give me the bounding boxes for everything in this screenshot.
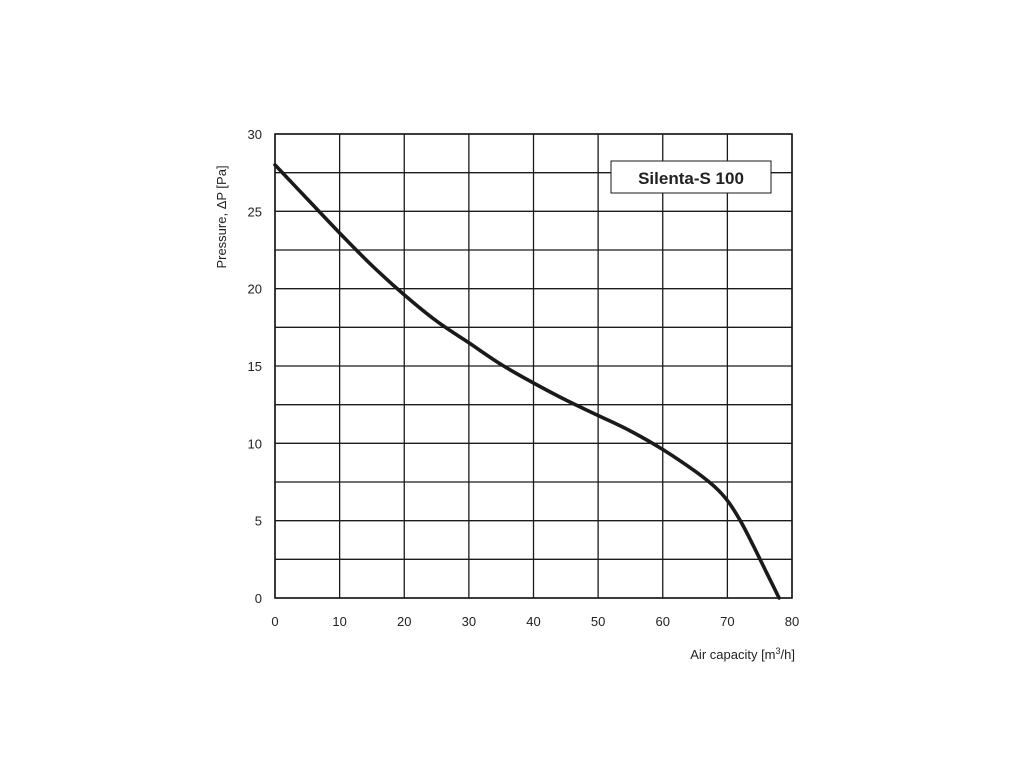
y-tick-label: 15 xyxy=(248,359,262,374)
x-axis-title: Air capacity [m3/h] xyxy=(690,646,795,662)
x-tick-label: 70 xyxy=(720,614,734,629)
plot-frame xyxy=(274,133,793,599)
x-tick-label: 40 xyxy=(526,614,540,629)
grid xyxy=(274,133,793,599)
x-axis-ticks: 0 10 20 30 40 50 60 70 80 xyxy=(271,614,799,629)
x-tick-label: 50 xyxy=(591,614,605,629)
plot-border xyxy=(274,133,793,599)
series-layer xyxy=(273,163,781,600)
x-tick-label: 0 xyxy=(271,614,278,629)
legend-label: Silenta-S 100 xyxy=(638,169,744,188)
y-tick-label: 10 xyxy=(248,436,262,451)
x-tick-label: 20 xyxy=(397,614,411,629)
x-tick-label: 10 xyxy=(332,614,346,629)
y-tick-label: 20 xyxy=(248,282,262,297)
y-tick-label: 0 xyxy=(255,591,262,606)
legend: Silenta-S 100 xyxy=(610,160,772,194)
y-tick-label: 30 xyxy=(248,127,262,142)
x-tick-label: 30 xyxy=(462,614,476,629)
x-tick-label: 80 xyxy=(785,614,799,629)
x-tick-label: 60 xyxy=(656,614,670,629)
legend-frame xyxy=(610,160,772,194)
y-tick-label: 25 xyxy=(248,204,262,219)
series-line-silenta-s-100 xyxy=(273,163,781,600)
y-axis-ticks: 0 5 10 15 20 25 30 xyxy=(248,127,262,606)
y-tick-label: 5 xyxy=(255,514,262,529)
y-axis-title: Pressure, ΔP [Pa] xyxy=(214,165,229,268)
